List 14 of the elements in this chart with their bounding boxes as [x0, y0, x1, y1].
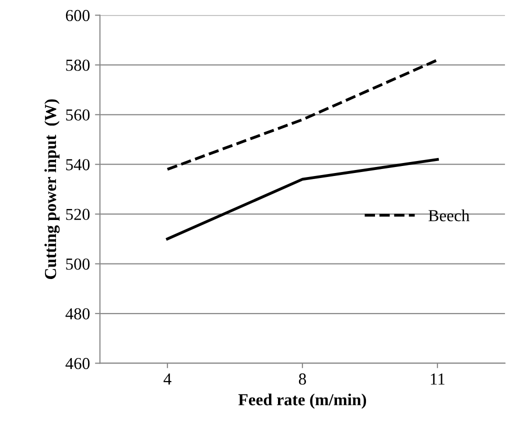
- y-tick-label: 560: [66, 109, 90, 121]
- y-tick-label: 540: [66, 159, 90, 170]
- legend-label: Beech: [428, 210, 470, 222]
- x-tick-label: 8: [298, 373, 306, 385]
- y-tick-label: 520: [66, 208, 90, 220]
- y-tick-label: 460: [66, 358, 90, 370]
- y-tick-label: 580: [66, 60, 90, 71]
- x-axis-title: Feed rate (m/min): [238, 394, 366, 409]
- x-tick-label: 11: [430, 374, 444, 385]
- y-tick-label: 480: [66, 308, 90, 320]
- y-tick-label: 500: [66, 258, 90, 270]
- x-tick-label: 4: [164, 374, 172, 385]
- y-axis-title: Cutting power input (W): [44, 99, 60, 280]
- y-tick-label: 600: [66, 10, 90, 22]
